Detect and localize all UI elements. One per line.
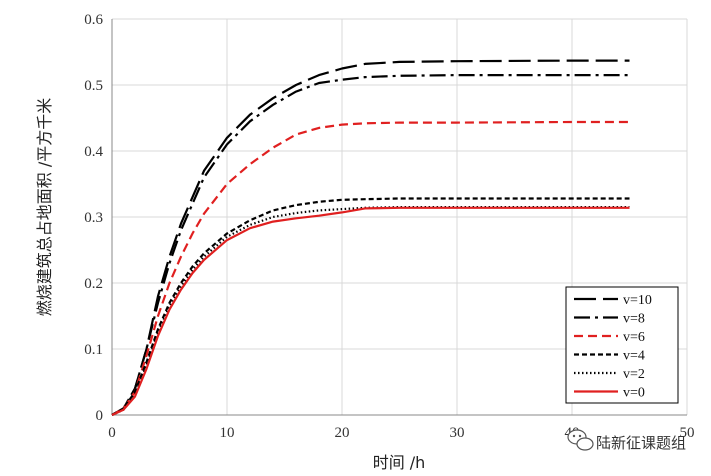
series-line-v=0	[111, 206, 630, 416]
legend-label: v=0	[623, 386, 645, 401]
legend-box	[565, 286, 679, 404]
x-tick-label: 20	[335, 425, 350, 441]
series-line-v=4	[111, 197, 630, 416]
wechat-icon	[567, 429, 594, 451]
legend-label: v=8	[623, 312, 645, 327]
series-line-v=8	[111, 73, 630, 416]
x-axis-title: 时间 /h	[373, 453, 426, 472]
x-tick-label: 0	[108, 425, 116, 441]
watermark: 陆新征课题组	[567, 429, 686, 452]
series-line-v=10	[111, 59, 630, 416]
axes	[111, 19, 687, 416]
series-lines	[111, 59, 630, 416]
legend-label: v=2	[623, 367, 645, 382]
y-tick-label: 0.1	[84, 342, 103, 358]
x-tick-label: 50	[680, 425, 695, 441]
legend-label: v=6	[623, 330, 645, 345]
x-tick-label: 30	[450, 425, 465, 441]
y-tick-label: 0.3	[84, 210, 103, 226]
y-tick-label: 0	[96, 408, 104, 424]
legend-label: v=4	[623, 349, 645, 364]
legend-label: v=10	[623, 293, 652, 308]
legend: v=10 v=8 v=6 v=4 v=2 v=0	[565, 286, 679, 404]
y-tick-label: 0.4	[84, 144, 103, 160]
series-line-v=6	[111, 120, 630, 416]
y-tick-label: 0.5	[84, 78, 103, 94]
x-tick-label: 10	[220, 425, 235, 441]
watermark-text: 陆新征课题组	[596, 434, 686, 452]
y-tick-label: 0.2	[84, 276, 103, 292]
y-axis-title: 燃烧建筑总占地面积 /平方千米	[35, 98, 54, 316]
y-tick-label: 0.6	[84, 12, 103, 28]
grid-lines	[111, 18, 688, 416]
